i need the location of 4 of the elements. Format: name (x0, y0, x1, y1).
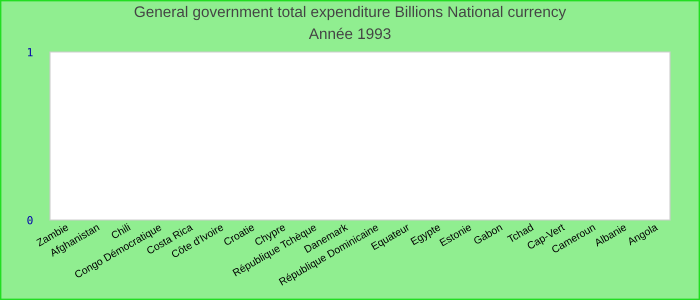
chart-title: General government total expenditure Billions National currency (134, 6, 566, 20)
y-tick-label: 0 (27, 216, 33, 224)
chart-subtitle: Année 1993 (308, 28, 391, 40)
y-tick-label: 1 (28, 48, 33, 56)
